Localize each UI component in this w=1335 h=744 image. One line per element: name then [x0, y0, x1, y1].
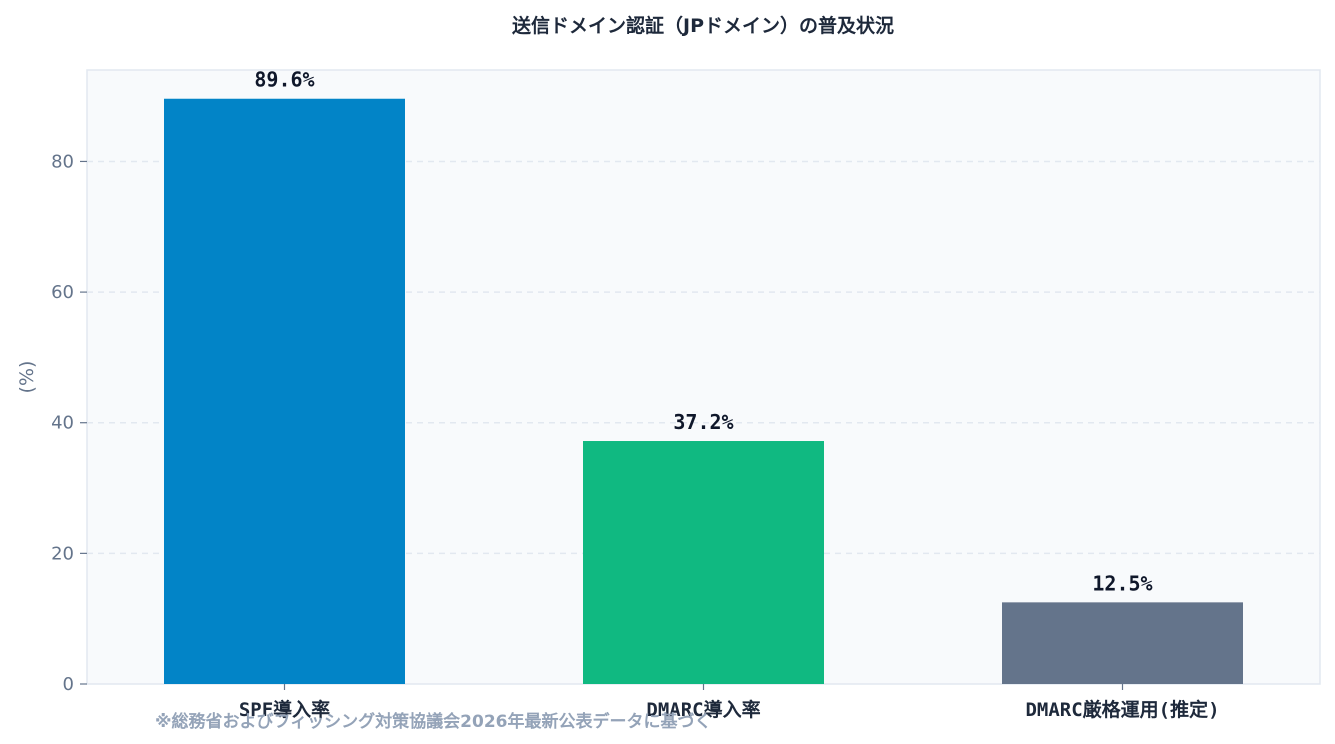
y-tick-label: 40 [51, 413, 74, 434]
x-tick-label: SPF導入率 [239, 698, 330, 721]
footnote: ※総務省およびフィッシング対策協議会2026年最新公表データに基づく [155, 711, 712, 732]
x-tick-label: DMARC厳格運用(推定) [1025, 698, 1219, 721]
x-tick-label: DMARC導入率 [646, 698, 760, 721]
y-axis-label: (%) [16, 361, 38, 394]
bar [583, 441, 824, 684]
data-label: 12.5% [1092, 571, 1152, 595]
bar [164, 98, 405, 685]
chart-title: 送信ドメイン認証（JPドメイン）の普及状況 [512, 14, 894, 37]
axes: 0 20 40 60 80 SPF導入率 DMARC導入率 DMARC厳格運用(推定) [51, 151, 1219, 721]
y-tick-label: 80 [51, 151, 74, 172]
bar [1002, 602, 1243, 684]
data-label: 37.2% [673, 410, 733, 434]
y-tick-label: 60 [51, 282, 74, 303]
data-label: 89.6% [254, 68, 314, 92]
y-tick-label: 0 [63, 674, 74, 695]
bars: 89.6% 37.2% 12.5% [164, 68, 1243, 685]
y-tick-label: 20 [51, 543, 74, 564]
